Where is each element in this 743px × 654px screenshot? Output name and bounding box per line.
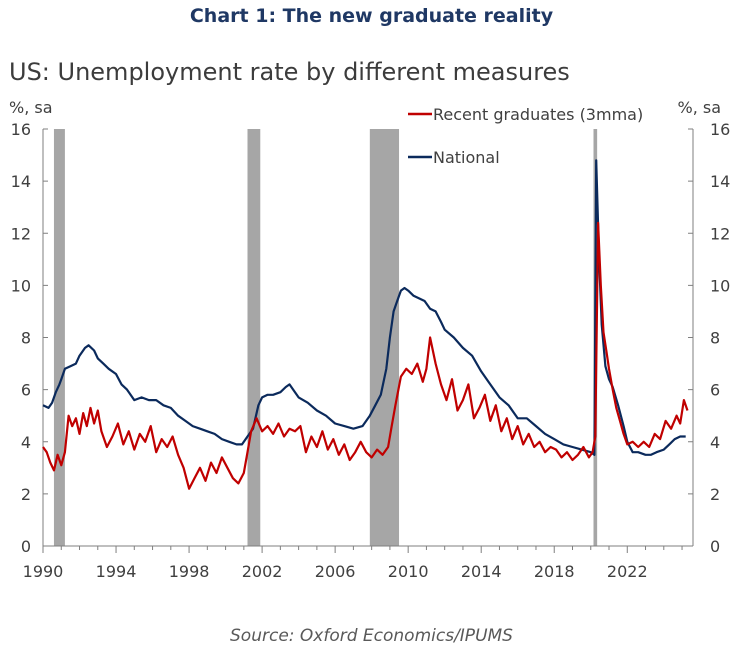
right-axis-unit: %, sa [677, 98, 721, 117]
x-tick-label: 2006 [315, 562, 356, 581]
recession-band-1 [247, 129, 261, 546]
left-axis-unit: %, sa [9, 98, 53, 117]
x-tick-label: 2022 [607, 562, 648, 581]
recession-bands [53, 129, 598, 546]
x-tick-label: 2002 [242, 562, 283, 581]
x-tick-label: 2010 [388, 562, 429, 581]
x-tick-label: 1990 [23, 562, 64, 581]
x-tick-label: 1998 [169, 562, 210, 581]
left-y-tick-label: 12 [11, 224, 31, 243]
right-y-tick-label: 2 [710, 485, 720, 504]
left-y-tick-label: 0 [21, 537, 31, 556]
x-tick-label: 2018 [534, 562, 575, 581]
x-tick-label: 2014 [461, 562, 502, 581]
legend-label-1: National [433, 148, 500, 167]
right-y-tick-label: 4 [710, 433, 720, 452]
left-y-tick-label: 14 [11, 172, 31, 191]
series-line-recent-graduates-3mma [42, 221, 689, 490]
axes: 0 0 2 2 4 4 6 6 8 8 10 10 12 12 14 14 16 16 1990 1994 1998 20… [11, 120, 731, 581]
legend: Recent graduates (3mma) National [408, 105, 643, 167]
right-y-tick-label: 6 [710, 381, 720, 400]
right-y-tick-label: 10 [710, 276, 730, 295]
left-y-tick-label: 10 [11, 276, 31, 295]
chart-title: US: Unemployment rate by different measu… [9, 58, 570, 86]
right-y-tick-label: 12 [710, 224, 730, 243]
right-y-tick-label: 8 [710, 329, 720, 348]
left-y-tick-label: 16 [11, 120, 31, 139]
left-y-tick-label: 2 [21, 485, 31, 504]
left-y-tick-label: 4 [21, 433, 31, 452]
series-line-national [42, 159, 686, 456]
left-y-tick-label: 8 [21, 329, 31, 348]
right-y-tick-label: 16 [710, 120, 730, 139]
right-y-tick-label: 0 [710, 537, 720, 556]
series-lines [42, 159, 689, 490]
recession-band-0 [53, 129, 65, 546]
right-y-tick-label: 14 [710, 172, 730, 191]
source-note: Source: Oxford Economics/IPUMS [230, 626, 513, 646]
legend-label-0: Recent graduates (3mma) [433, 105, 643, 124]
left-y-tick-label: 6 [21, 381, 31, 400]
recession-band-2 [369, 129, 400, 546]
chart-heading: Chart 1: The new graduate reality [189, 5, 554, 27]
x-tick-label: 1994 [96, 562, 137, 581]
